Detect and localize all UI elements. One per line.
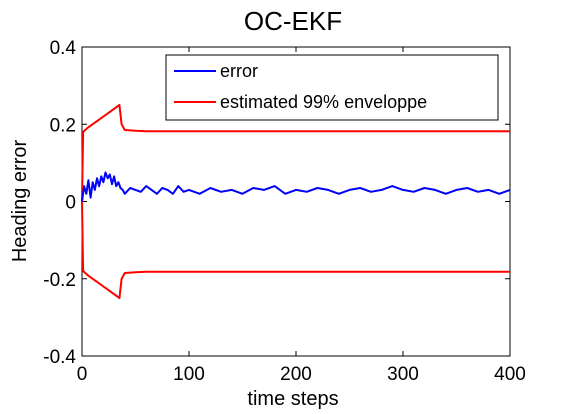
- y-tick-label: 0.2: [50, 115, 76, 136]
- legend-box: [165, 54, 499, 121]
- x-tick-label: 0: [77, 364, 88, 385]
- y-tick-label: 0.4: [50, 38, 77, 59]
- x-tick-label: 300: [387, 364, 419, 385]
- y-axis-label: Heading error: [9, 140, 31, 263]
- y-tick-label: -0.2: [43, 270, 76, 291]
- series-line-error: [81, 171, 511, 202]
- x-axis-label: time steps: [247, 388, 338, 410]
- y-tick-label: -0.4: [43, 347, 76, 368]
- x-tick-label: 100: [173, 364, 205, 385]
- legend: error estimated 99% enveloppe: [165, 54, 499, 121]
- series-line-envelope-lower: [81, 201, 510, 300]
- axis-ticks: 0 100 200 300 400 -0.4 -0.2 0 0.2 0.4: [43, 38, 526, 385]
- x-tick-label: 400: [494, 364, 526, 385]
- x-tick-label: 200: [280, 364, 312, 385]
- chart-title: OC-EKF: [244, 6, 342, 36]
- series-line-envelope-upper: [81, 103, 510, 202]
- legend-label-error: error: [220, 61, 258, 81]
- legend-label-envelope: estimated 99% enveloppe: [220, 92, 427, 112]
- series-layer: [81, 103, 511, 300]
- y-tick-label: 0: [65, 193, 76, 214]
